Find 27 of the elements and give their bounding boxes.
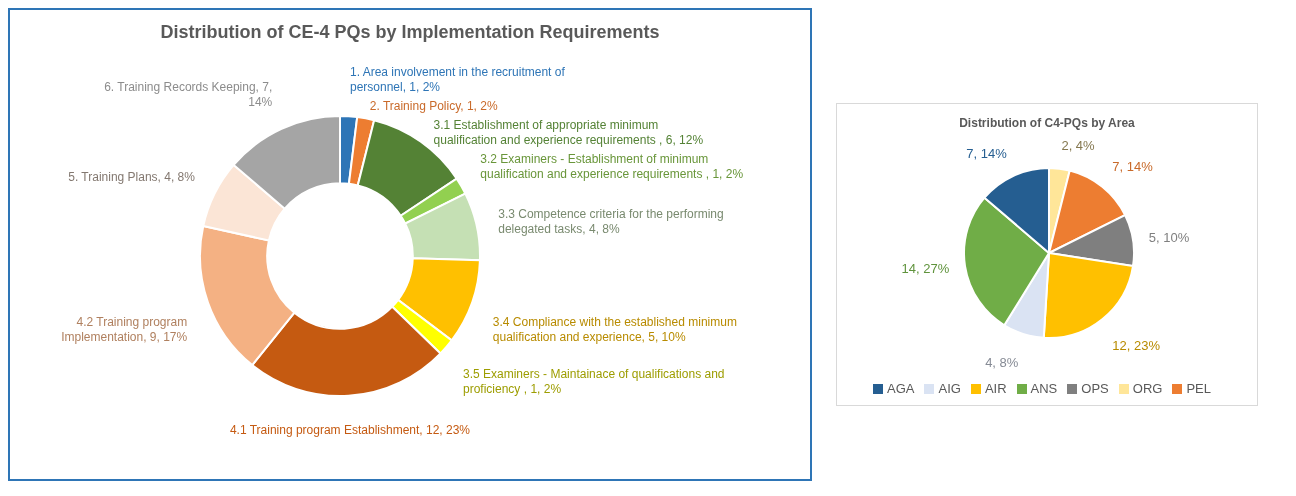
- data-label: 2, 4%: [1061, 137, 1096, 153]
- slice-label: 1. Area involvement in the recruitment of personnel, 1, 2%: [349, 65, 566, 95]
- data-label: 12, 23%: [1112, 337, 1161, 353]
- legend-label: ANS: [1030, 381, 1058, 397]
- data-label: 4, 8%: [985, 355, 1019, 371]
- legend-label: ORG: [1132, 381, 1163, 397]
- slice-label: 2. Training Policy, 1, 2%: [369, 99, 498, 114]
- legend-label: AIG: [938, 381, 961, 397]
- legend-label: AGA: [887, 381, 915, 397]
- slice-label: 4.2 Training program Implementation, 9, 17%: [61, 315, 188, 345]
- slice-label: 5. Training Plans, 4, 8%: [68, 169, 196, 184]
- chart-title: Distribution of C4-PQs by Area: [958, 116, 1136, 132]
- data-label: 5, 10%: [1148, 230, 1190, 246]
- slice-label: 3.2 Examiners - Establishment of minimum qualification and experience requirements , 1, 2%: [480, 152, 744, 182]
- chart-title: Distribution of CE-4 PQs by Implementation Requirements: [159, 22, 661, 44]
- slice-label: 6. Training Records Keeping, 7, 14%: [104, 79, 273, 109]
- legend-label: OPS: [1081, 381, 1109, 397]
- slice-label: 3.4 Compliance with the established minimum qualification and experience, 5, 10%: [492, 315, 737, 345]
- slice-label: 3.1 Establishment of appropriate minimum qualification and experience requirements , 6, 12%: [433, 118, 704, 148]
- data-label: 7, 14%: [1112, 159, 1154, 175]
- legend-label: PEL: [1186, 381, 1211, 397]
- legend-label: AIR: [984, 381, 1007, 397]
- slice-label: 3.5 Examiners - Maintainace of qualifications and proficiency , 1, 2%: [463, 366, 725, 396]
- slice-label: 4.1 Training program Establishment, 12, 23%: [229, 422, 471, 437]
- data-label: 7, 14%: [966, 146, 1008, 162]
- data-label: 14, 27%: [901, 261, 950, 277]
- slice-label: 3.3 Competence criteria for the performing delegated tasks, 4, 8%: [498, 207, 724, 237]
